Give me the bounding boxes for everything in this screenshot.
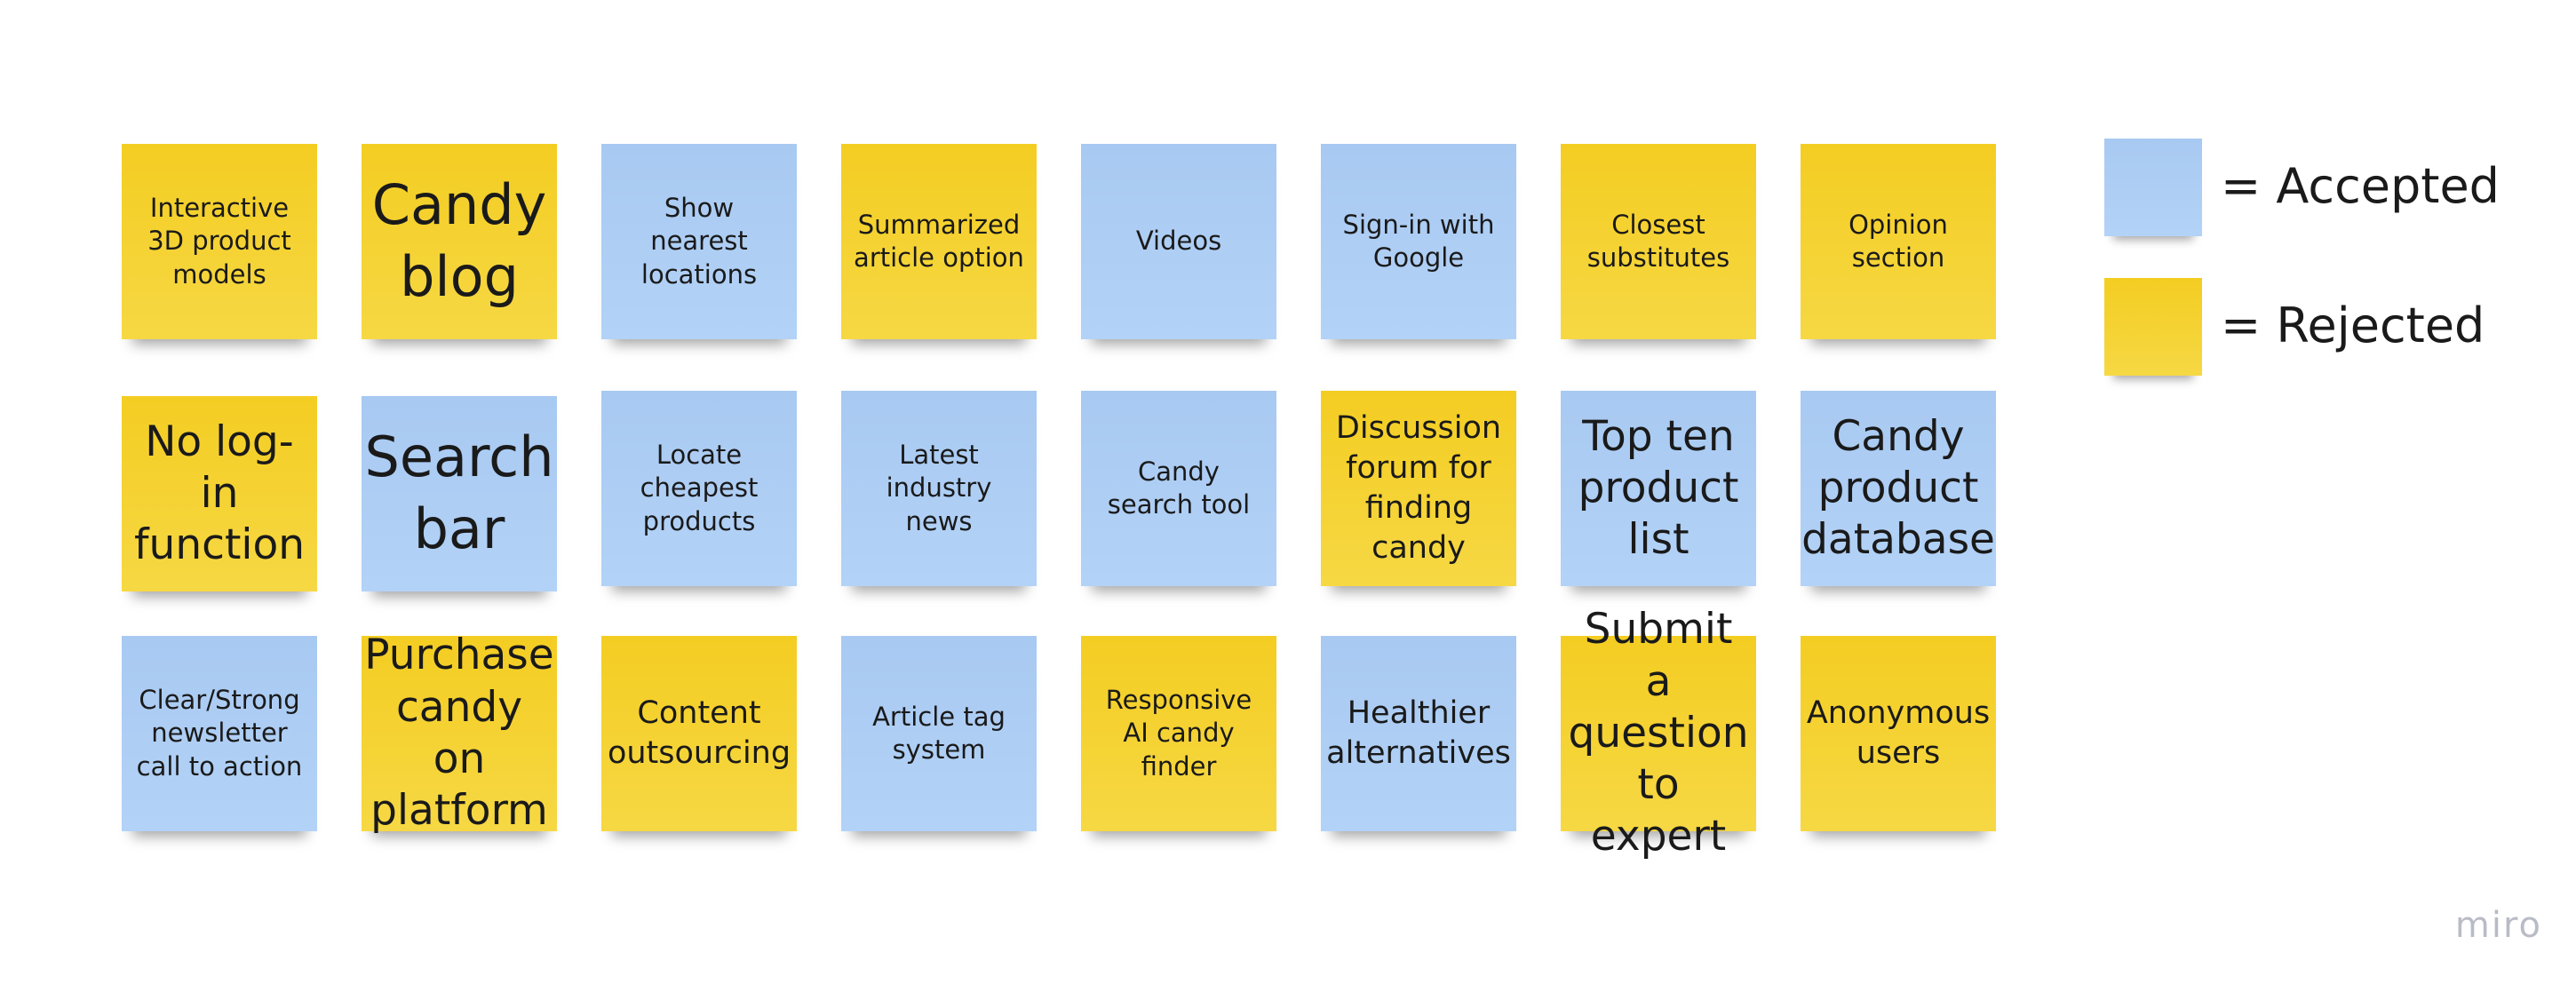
legend-rejected-swatch [2104,278,2202,376]
sticky-note[interactable]: Article tag system [841,636,1037,831]
sticky-note-text: Show nearest locations [640,193,758,290]
sticky-note[interactable]: Candy blog [362,144,557,339]
sticky-note[interactable]: Responsive AI candy finder [1081,636,1276,831]
sticky-note[interactable]: Videos [1081,144,1276,339]
sticky-note[interactable]: Clear/Strong newsletter call to action [122,636,317,831]
sticky-note-text: Clear/Strong newsletter call to action [136,685,303,782]
sticky-note-text: Discussion forum for finding candy [1335,410,1502,566]
sticky-note[interactable]: Discussion forum for finding candy [1321,391,1516,586]
sticky-note[interactable]: Candy product database [1801,391,1996,586]
sticky-note-text: Candy blog [371,172,547,309]
sticky-note-text: Healthier alternatives [1326,695,1511,771]
sticky-note[interactable]: Show nearest locations [601,144,797,339]
sticky-note-text: Interactive 3D product models [147,193,291,290]
sticky-note[interactable]: Healthier alternatives [1321,636,1516,831]
sticky-note[interactable]: Summarized article option [841,144,1037,339]
sticky-note[interactable]: Interactive 3D product models [122,144,317,339]
legend-accepted-swatch [2104,139,2202,236]
sticky-note[interactable]: Latest industry news [841,391,1037,586]
sticky-note-text: Search bar [364,425,554,561]
sticky-note[interactable]: Anonymous users [1801,636,1996,831]
sticky-note-text: Videos [1135,226,1222,257]
sticky-note-text: Latest industry news [886,440,992,536]
sticky-note[interactable]: Locate cheapest products [601,391,797,586]
sticky-note[interactable]: Closest substitutes [1561,144,1756,339]
legend-rejected-label: = Rejected [2221,298,2485,353]
sticky-note-text: Opinion section [1849,209,1948,273]
sticky-note-text: Content outsourcing [607,695,791,771]
sticky-note-text: No log-in function [134,417,305,570]
sticky-note[interactable]: Opinion section [1801,144,1996,339]
sticky-note-text: Article tag system [872,701,1006,765]
sticky-note[interactable]: Purchase candy on platform [362,631,557,835]
sticky-note[interactable]: No log-in function [122,396,317,591]
sticky-note[interactable]: Content outsourcing [601,636,797,831]
sticky-note[interactable]: Sign-in with Google [1321,144,1516,339]
sticky-note-text: Candy search tool [1107,456,1251,520]
miro-logo: miro [2454,905,2542,946]
sticky-note[interactable]: Candy search tool [1081,391,1276,586]
legend-accepted-label: = Accepted [2221,158,2500,214]
sticky-note[interactable]: Search bar [362,396,557,591]
sticky-note-text: Submit a question to expert [1568,605,1749,861]
sticky-note-text: Purchase candy on platform [364,631,554,836]
sticky-note[interactable]: Top ten product list [1561,391,1756,586]
sticky-note-text: Anonymous users [1806,695,1991,771]
sticky-note-text: Responsive AI candy finder [1105,685,1252,782]
sticky-note[interactable]: Submit a question to expert [1561,605,1756,861]
sticky-note-text: Summarized article option [854,209,1024,273]
sticky-note-text: Candy product database [1801,411,1995,565]
sticky-note-text: Top ten product list [1578,411,1739,565]
sticky-note-text: Closest substitutes [1586,209,1730,273]
sticky-note-text: Sign-in with Google [1342,209,1495,273]
sticky-note-text: Locate cheapest products [640,440,759,536]
